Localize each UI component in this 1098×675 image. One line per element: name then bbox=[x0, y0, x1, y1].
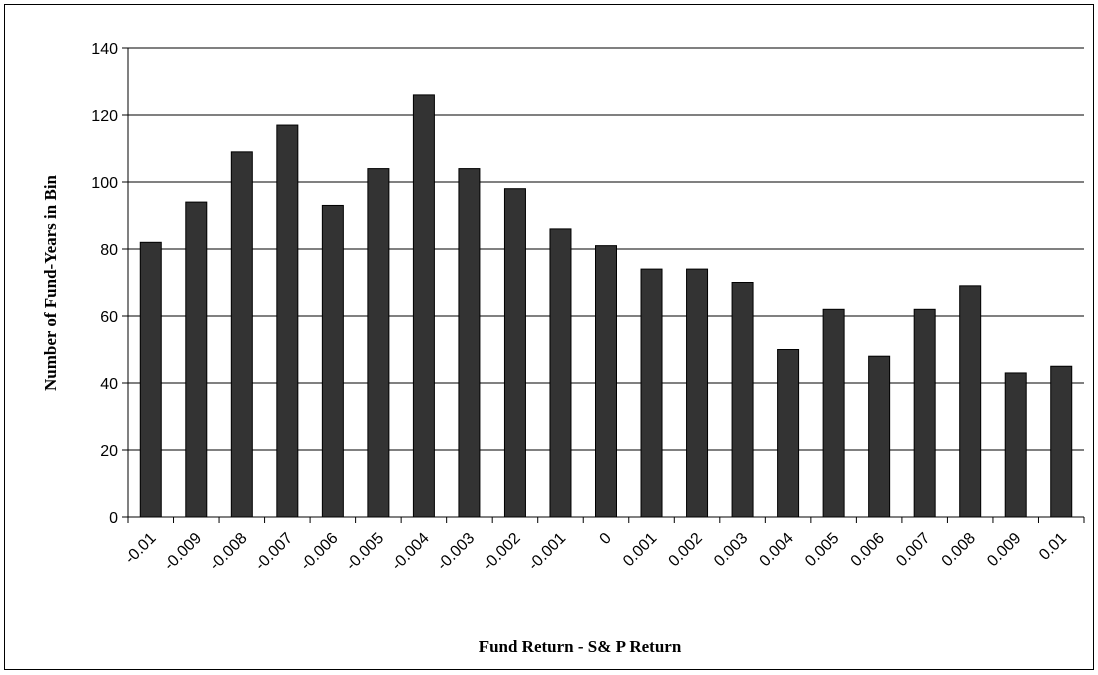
y-tick-label: 60 bbox=[100, 309, 118, 326]
axes bbox=[122, 47, 1085, 523]
y-tick-labels: 0 20 40 60 80 100 120 140 bbox=[91, 41, 118, 527]
y-tick-label: 40 bbox=[100, 376, 118, 393]
x-tick-label: -0.001 bbox=[525, 530, 569, 574]
x-axis-title: Fund Return - S& P Return bbox=[479, 637, 682, 656]
y-tick-label: 120 bbox=[91, 108, 118, 125]
x-tick-label: -0.003 bbox=[434, 530, 478, 574]
x-tick-label: 0.005 bbox=[802, 530, 842, 570]
y-tick-label: 100 bbox=[91, 175, 118, 192]
bar bbox=[822, 308, 845, 518]
x-tick-label: 0.004 bbox=[757, 530, 797, 570]
x-tick-label: -0.005 bbox=[343, 530, 387, 574]
bar bbox=[731, 282, 754, 518]
x-tick-label: -0.01 bbox=[122, 530, 160, 568]
bar bbox=[503, 188, 526, 518]
bar bbox=[959, 285, 982, 518]
x-tick-label: -0.006 bbox=[298, 530, 342, 574]
bar bbox=[549, 228, 572, 518]
x-tick-label: 0.009 bbox=[984, 530, 1024, 570]
y-axis-title: Number of Fund-Years in Bin bbox=[41, 174, 60, 391]
y-tick-label: 0 bbox=[109, 510, 118, 527]
y-tick-label: 140 bbox=[91, 41, 118, 58]
bar bbox=[367, 168, 390, 518]
x-tick-label: 0.002 bbox=[666, 530, 706, 570]
x-tick-label: 0.008 bbox=[939, 530, 979, 570]
bar bbox=[458, 168, 481, 518]
bar bbox=[1050, 365, 1073, 518]
x-tick-label: 0.007 bbox=[893, 530, 933, 570]
bar bbox=[868, 355, 891, 518]
x-tick-label: -0.008 bbox=[207, 530, 251, 574]
bar bbox=[139, 241, 162, 518]
bars bbox=[139, 94, 1073, 518]
x-tick-label: 0.003 bbox=[711, 530, 751, 570]
bar bbox=[276, 124, 299, 518]
bar bbox=[1004, 372, 1027, 518]
bar bbox=[412, 94, 435, 518]
bar bbox=[777, 349, 800, 518]
x-tick-label: -0.007 bbox=[252, 530, 296, 574]
bar bbox=[230, 151, 253, 518]
x-tick-label: 0.01 bbox=[1036, 530, 1070, 564]
x-tick-label: 0.006 bbox=[848, 530, 888, 570]
chart-frame bbox=[4, 4, 1094, 670]
bar bbox=[321, 204, 344, 518]
x-tick-label: 0.001 bbox=[620, 530, 660, 570]
x-tick-label: -0.002 bbox=[480, 530, 524, 574]
bar bbox=[686, 268, 709, 518]
bar bbox=[640, 268, 663, 518]
x-tick-label: 0 bbox=[597, 530, 615, 548]
y-tick-label: 20 bbox=[100, 443, 118, 460]
bar bbox=[595, 245, 617, 518]
bar bbox=[913, 308, 936, 518]
y-tick-label: 80 bbox=[100, 242, 118, 259]
x-tick-label: -0.004 bbox=[389, 530, 433, 574]
bar bbox=[185, 201, 208, 518]
x-tick-label: -0.009 bbox=[161, 530, 205, 574]
x-tick-labels: -0.01 -0.009 -0.008 -0.007 -0.006 -0.005 -0.00… bbox=[122, 530, 1070, 574]
